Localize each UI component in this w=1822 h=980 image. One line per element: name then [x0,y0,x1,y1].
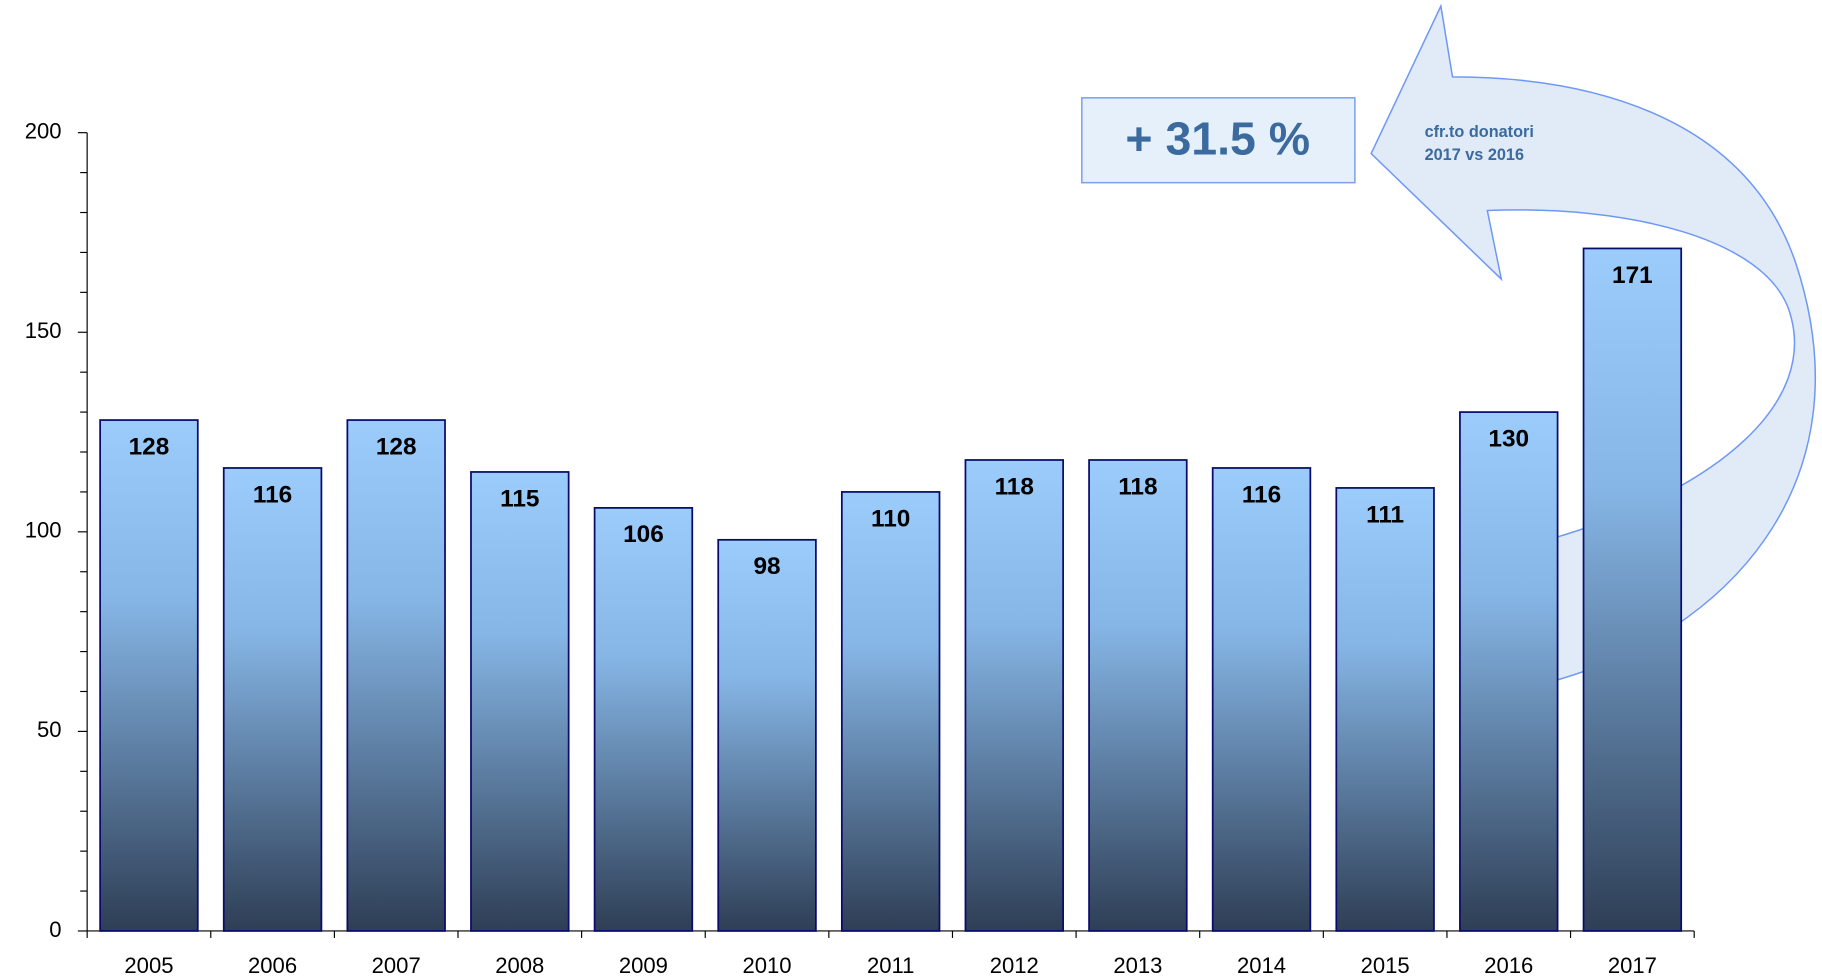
bar [1088,459,1188,932]
x-tick-label: 2013 [1113,953,1162,978]
bar [964,459,1064,932]
bar [593,507,694,932]
annotation-percent: + 31.5 % [1125,112,1310,164]
x-tick-label: 2010 [743,953,792,978]
annotation-note: 2017 vs 2016 [1425,146,1524,164]
value-label: 110 [871,505,910,532]
x-tick-label: 2015 [1361,953,1410,978]
value-label: 118 [1118,473,1157,500]
y-tick-label: 100 [25,518,62,543]
x-tick-label: 2008 [495,953,544,978]
y-tick-label: 200 [25,119,62,144]
bar [1582,247,1683,932]
value-label: 171 [1612,262,1653,289]
bar [99,419,199,932]
bar [1459,411,1559,932]
value-label: 106 [623,521,664,548]
value-label: 111 [1366,501,1404,528]
bar [717,538,817,932]
value-label: 118 [995,473,1034,500]
value-label: 116 [253,481,292,508]
y-tick-label: 150 [25,318,62,343]
value-label: 98 [753,553,780,580]
plot-area: 0 50 100 150 200 2005 128 2006 116 2007 128 2008 115… [25,119,1695,978]
annotation-note: cfr.to donatori [1425,123,1534,141]
bar [1335,487,1435,932]
x-tick-label: 2011 [867,953,914,978]
bar [346,419,446,932]
curved-arrow [1370,3,1816,681]
x-tick-label: 2007 [372,953,421,978]
x-tick-label: 2006 [248,953,297,978]
value-label: 115 [500,485,539,512]
value-label: 130 [1488,425,1529,452]
bar [1211,467,1312,932]
bar [840,491,941,932]
x-tick-label: 2014 [1237,953,1286,978]
y-tick-label: 0 [49,917,61,942]
x-tick-label: 2009 [619,953,668,978]
x-tick-label: 2017 [1608,953,1657,978]
value-label: 116 [1242,481,1281,508]
bar [222,467,323,932]
bar [470,471,570,932]
x-tick-label: 2016 [1484,953,1533,978]
annotation-box [1081,97,1356,184]
x-tick-label: 2005 [124,953,173,978]
x-tick-label: 2012 [990,953,1039,978]
y-tick-label: 50 [37,717,62,742]
value-label: 128 [376,433,417,460]
value-label: 128 [129,433,170,460]
